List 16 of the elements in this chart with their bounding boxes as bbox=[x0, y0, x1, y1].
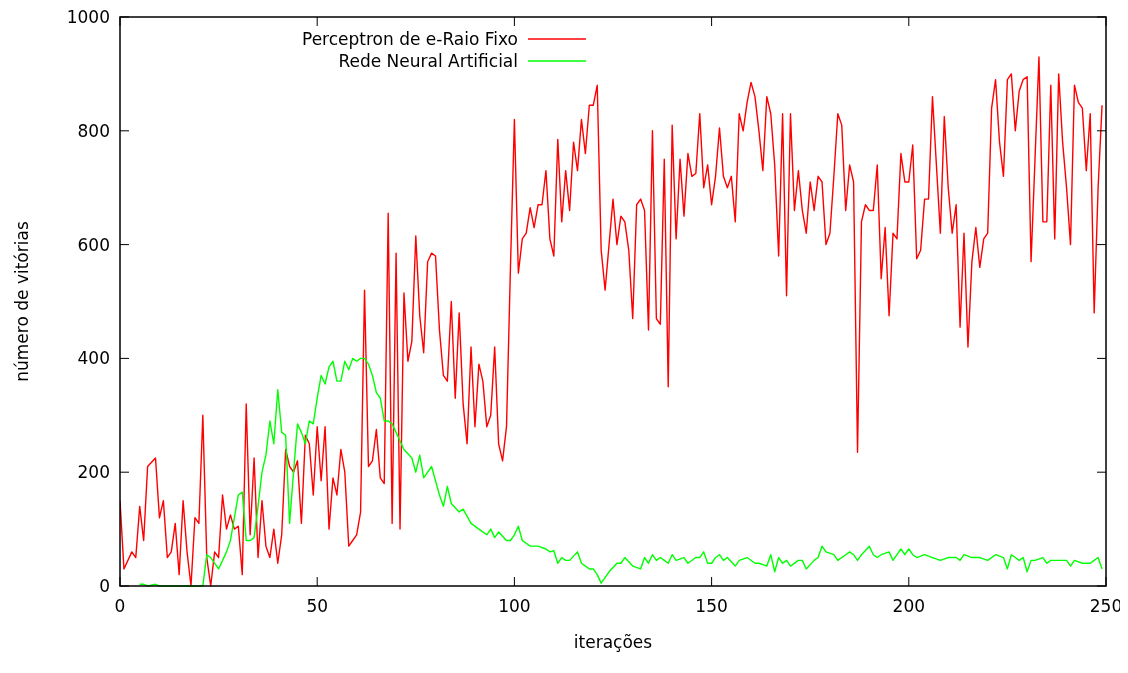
legend-label: Perceptron de e-Raio Fixo bbox=[301, 28, 518, 49]
y-tick-label: 200 bbox=[77, 462, 110, 483]
y-tick-label: 1000 bbox=[66, 6, 110, 27]
line-series bbox=[139, 357, 1103, 587]
x-axis-title: iterações bbox=[573, 632, 653, 652]
x-tick-label: 100 bbox=[498, 596, 531, 616]
x-tick-label: 50 bbox=[306, 596, 329, 616]
y-tick-label: 600 bbox=[77, 234, 110, 255]
y-axis-title: número de vitórias bbox=[12, 221, 32, 382]
legend-label: Rede Neural Artificial bbox=[338, 50, 518, 71]
y-tick-label: 400 bbox=[77, 348, 110, 369]
x-tick-label: 200 bbox=[892, 596, 926, 616]
y-tick-label: 800 bbox=[77, 120, 110, 141]
y-tick-label: 0 bbox=[99, 575, 110, 596]
x-tick-label: 150 bbox=[695, 596, 728, 616]
x-tick-label: 0 bbox=[114, 596, 126, 616]
